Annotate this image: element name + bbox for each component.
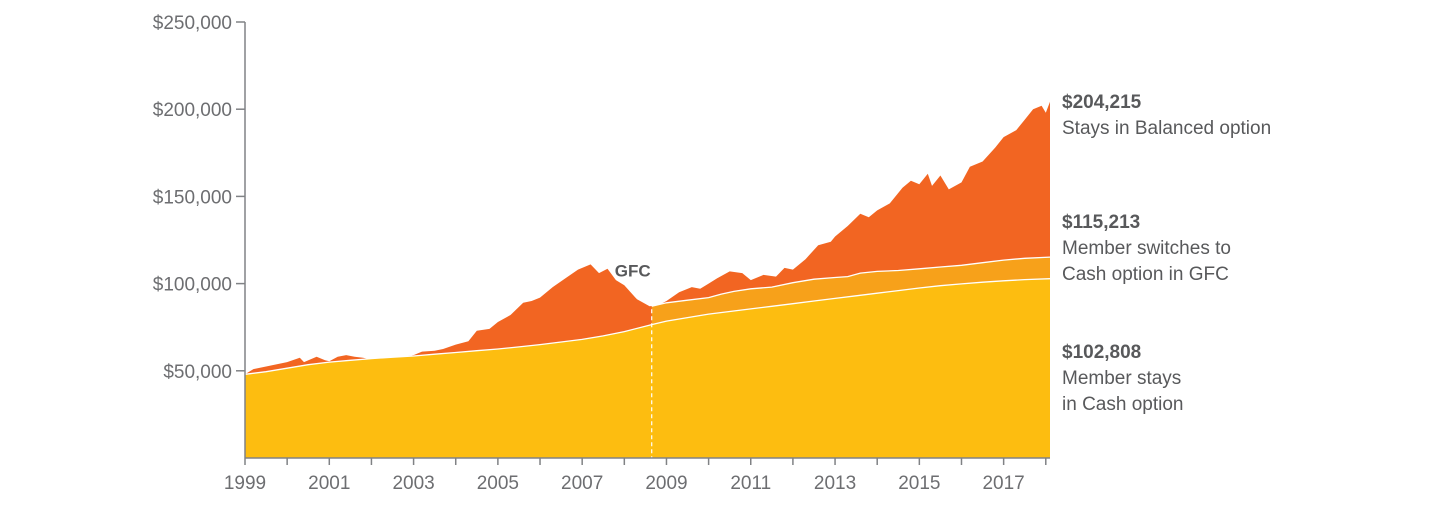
x-tick-label: 2013 [814,473,856,494]
x-tick-label: 2015 [898,473,940,494]
y-tick-label: $100,000 [153,275,232,296]
label-layer: GFC $204,215 Stays in Balanced option $115,… [615,92,1271,415]
x-tick-label: 2003 [392,473,434,494]
area-cash [245,278,1050,458]
gfc-label: GFC [615,262,651,281]
y-tick-label: $150,000 [153,187,232,208]
series-label-switch: Member switches to [1062,238,1231,259]
x-tick-label: 2009 [645,473,687,494]
series-final-value-cash: $102,808 [1062,342,1141,363]
series-label-cash: in Cash option [1062,394,1183,415]
y-tick-label: $250,000 [153,13,232,34]
boundary-line-switch [651,256,1051,307]
series-final-value-balanced: $204,215 [1062,92,1142,113]
series-final-value-switch: $115,213 [1062,212,1140,233]
series-label-switch: Cash option in GFC [1062,264,1229,285]
x-tick-label: 2005 [477,473,519,494]
area-layer [244,101,1051,459]
x-tick-label: 2001 [308,473,350,494]
y-tick-label: $50,000 [163,362,232,383]
x-tick-label: 2007 [561,473,603,494]
axes-layer: $50,000 $100,000 $150,000 $200,000 $250,000 1… [153,13,1050,494]
x-tick-label: 2017 [982,473,1024,494]
x-tick-label: 2011 [730,473,771,494]
series-label-balanced: Stays in Balanced option [1062,118,1271,139]
x-tick-label: 1999 [224,473,266,494]
y-tick-label: $200,000 [153,100,232,121]
series-label-cash: Member stays [1062,368,1181,389]
